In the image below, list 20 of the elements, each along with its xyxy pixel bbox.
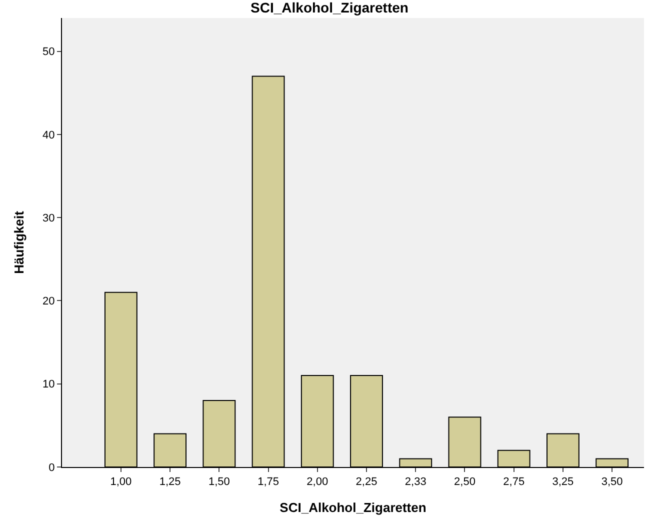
x-tick-label: 2,33 [404,476,426,488]
y-axis-title: Häufigkeit [12,210,26,274]
x-tick-label: 3,25 [552,476,574,488]
y-tick-label: 0 [48,462,55,474]
x-tick-label: 1,00 [110,476,132,488]
x-tick-label: 3,50 [601,476,623,488]
x-tick-label: 2,75 [503,476,525,488]
x-tick-label: 2,00 [306,476,328,488]
y-tick-label: 10 [42,378,55,391]
y-tick-label: 40 [42,129,55,142]
y-tick-label: 50 [42,46,55,58]
y-tick-label: 20 [42,296,55,308]
y-tick-label: 30 [42,212,55,224]
chart-title: SCI_Alkohol_Zigaretten [250,0,408,16]
x-tick-label: 1,50 [208,476,230,488]
x-tick-label: 1,25 [159,476,181,488]
x-axis-title: SCI_Alkohol_Zigaretten [280,500,426,515]
x-tick-label: 2,50 [454,476,476,488]
x-tick-label: 1,75 [258,476,279,488]
x-tick-label: 2,25 [356,476,378,488]
